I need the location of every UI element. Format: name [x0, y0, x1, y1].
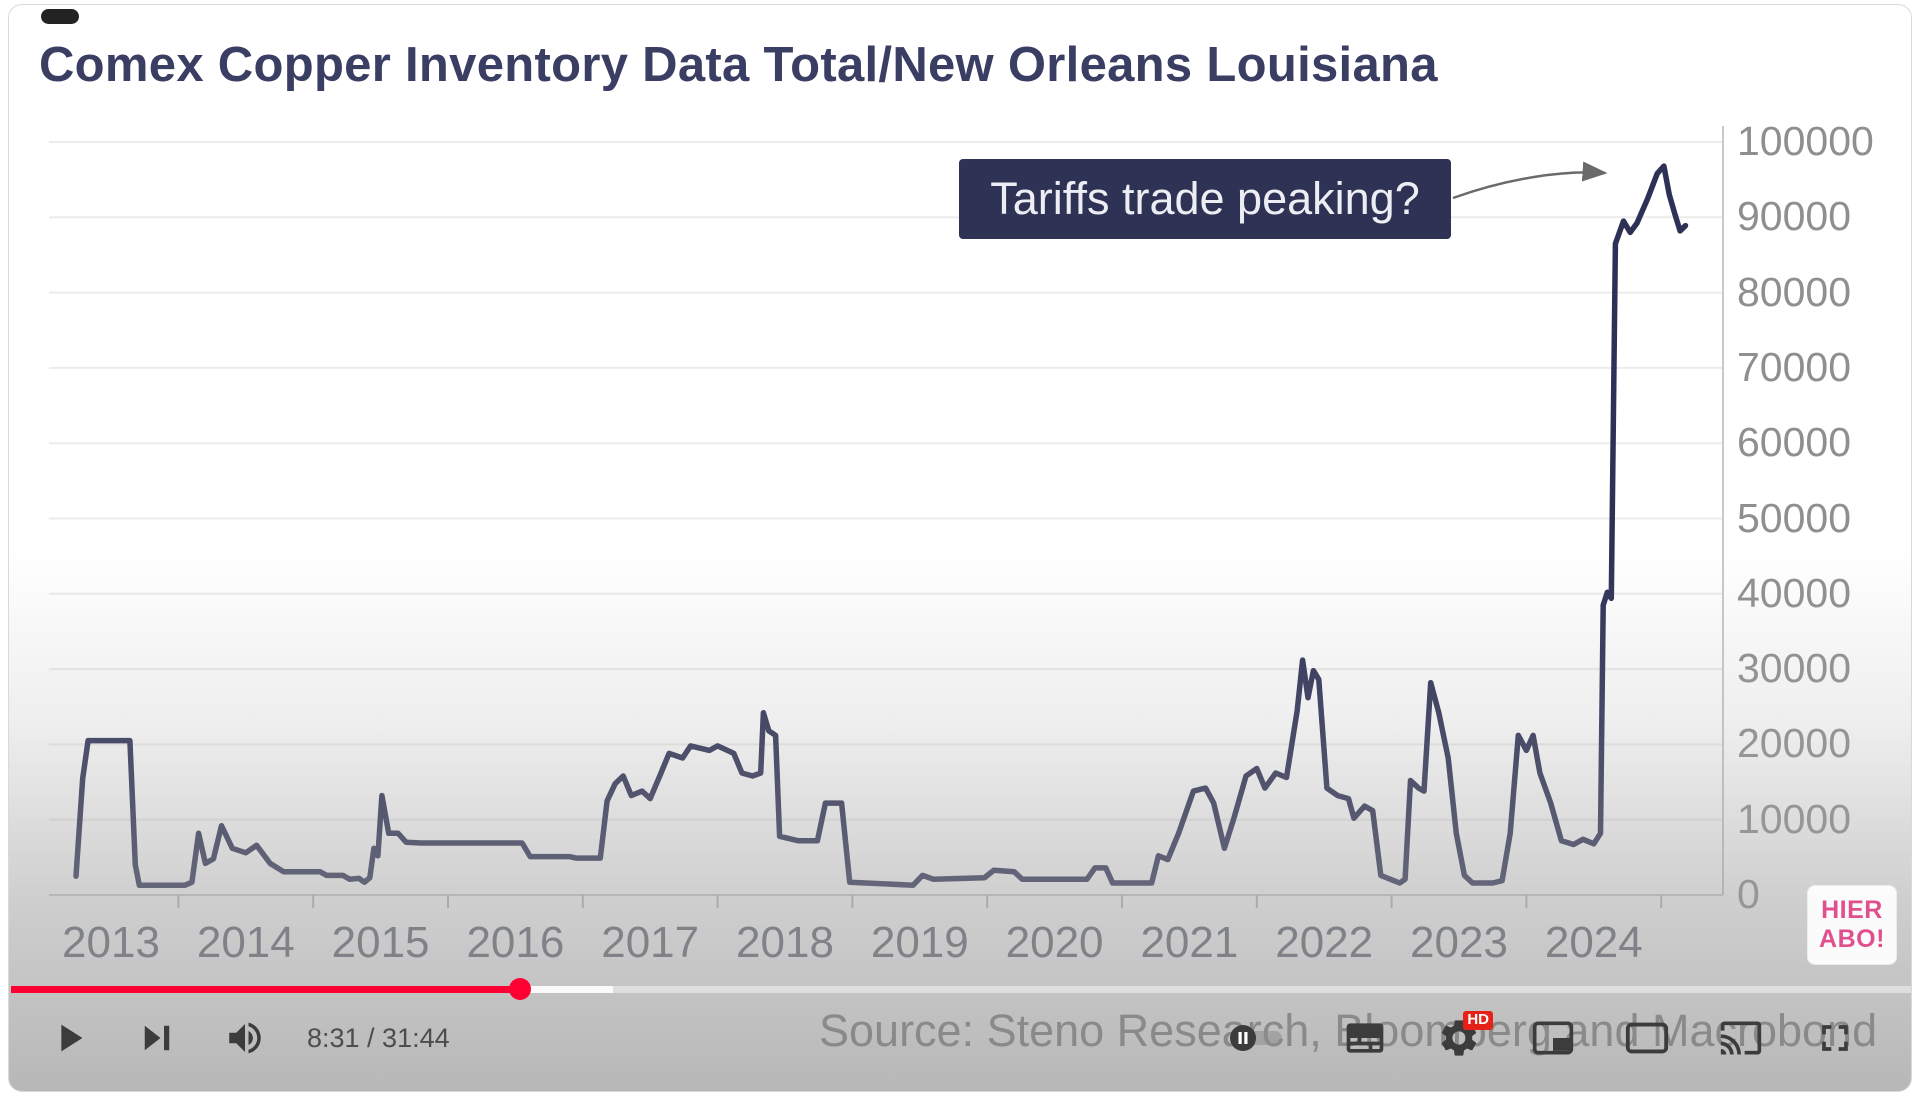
time-display: 8:31 / 31:44: [307, 1023, 450, 1053]
autoplay-toggle-icon: [1230, 1025, 1282, 1051]
x-tick-label: 2014: [196, 918, 295, 967]
play-button[interactable]: [45, 1015, 93, 1061]
volume-icon: [229, 1022, 261, 1054]
subtitles-icon: [1346, 1023, 1384, 1053]
y-tick-label: 90000: [1737, 193, 1852, 240]
x-tick-label: 2015: [331, 918, 430, 967]
settings-button[interactable]: HD: [1435, 1011, 1493, 1061]
x-tick-label: 2017: [601, 918, 700, 967]
y-tick-label: 20000: [1737, 720, 1852, 767]
subtitles-button[interactable]: [1341, 1015, 1389, 1061]
annotation-arrow-icon: [1452, 161, 1608, 200]
y-tick-label: 80000: [1737, 268, 1852, 315]
channel-watermark[interactable]: HIER ABO!: [1807, 885, 1897, 965]
miniplayer-icon: [1532, 1021, 1574, 1055]
axes: [177, 126, 1724, 908]
progress-bar[interactable]: [11, 978, 1911, 1000]
y-tick-label: 100000: [1737, 118, 1874, 164]
next-button[interactable]: [133, 1015, 181, 1061]
play-icon: [61, 1024, 83, 1052]
next-icon: [144, 1025, 170, 1051]
x-tick-label: 2021: [1140, 918, 1239, 967]
y-tick-label: 0: [1737, 871, 1760, 917]
x-tick-label: 2013: [62, 918, 160, 967]
x-tick-label: 2020: [1005, 918, 1104, 967]
x-tick-label: 2016: [466, 918, 565, 967]
inventory-series-line: [73, 163, 1689, 888]
autoplay-toggle[interactable]: [1227, 1015, 1287, 1061]
watermark-line1: HIER: [1821, 896, 1883, 925]
y-tick-label: 70000: [1737, 343, 1852, 390]
cast-button[interactable]: [1717, 1015, 1765, 1061]
gridlines: [49, 141, 1723, 896]
video-content-layer: Comex Copper Inventory Data Total/New Or…: [9, 5, 1911, 1091]
progress-played: [11, 986, 521, 993]
theater-mode-button[interactable]: [1623, 1015, 1671, 1061]
chart-annotation: Tariffs trade peaking?: [959, 159, 1451, 239]
cast-icon: [1720, 1021, 1762, 1055]
x-tick-label: 2023: [1410, 918, 1508, 967]
x-tick-label: 2019: [870, 918, 969, 967]
y-tick-label: 50000: [1737, 494, 1852, 541]
fullscreen-icon: [1822, 1025, 1848, 1051]
video-player[interactable]: Comex Copper Inventory Data Total/New Or…: [8, 4, 1912, 1092]
y-tick-label: 10000: [1737, 795, 1852, 842]
watermark-line2: ABO!: [1819, 925, 1885, 953]
y-tick-label: 30000: [1737, 645, 1852, 692]
miniplayer-button[interactable]: [1529, 1015, 1577, 1061]
x-tick-label: 2024: [1544, 918, 1643, 967]
x-tick-label: 2018: [736, 918, 834, 967]
y-tick-label: 60000: [1737, 419, 1852, 466]
chart-annotation-text: Tariffs trade peaking?: [990, 173, 1420, 224]
volume-button[interactable]: [221, 1015, 269, 1061]
y-tick-label: 40000: [1737, 569, 1852, 616]
fullscreen-button[interactable]: [1811, 1015, 1859, 1061]
hd-quality-badge: HD: [1463, 1011, 1493, 1030]
x-tick-label: 2022: [1275, 918, 1374, 967]
theater-mode-icon: [1625, 1022, 1669, 1054]
